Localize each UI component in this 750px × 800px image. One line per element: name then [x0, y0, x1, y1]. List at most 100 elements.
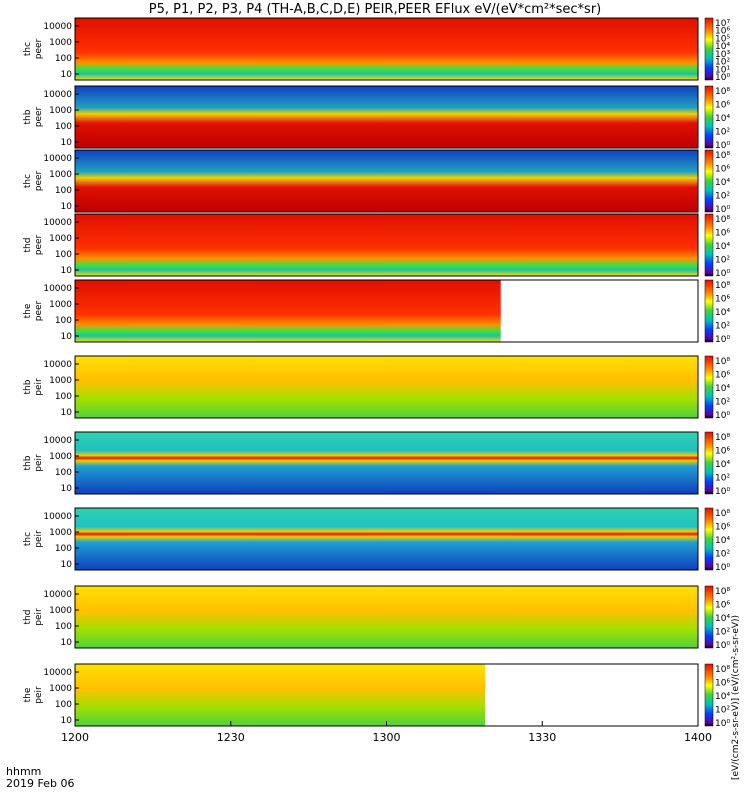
colorbar-tick-label: 10⁶ [715, 27, 730, 37]
colorbar-tick-label: 10² [715, 256, 730, 266]
y-tick-label: 100 [55, 250, 72, 260]
colorbar-tick-label: 10⁶ [715, 371, 730, 381]
colorbar-tick-label: 10⁴ [715, 114, 730, 124]
panel-label-line: peir [34, 454, 44, 472]
colorbar-title: [eV/(cm2-s-sr-eV)] (eV/(cm²-s-sr-eV)) [731, 614, 741, 780]
colorbar-tick-label: 10⁰ [715, 73, 730, 83]
colorbar-tick-label: 10² [715, 128, 730, 138]
y-tick-label: 100 [55, 700, 72, 710]
panel-frame [74, 213, 699, 277]
colorbar-tick-label: 10² [715, 550, 730, 560]
x-tick-label: 1400 [684, 731, 712, 744]
panel-label: thcpeir [23, 530, 44, 548]
y-tick-label: 10000 [43, 360, 72, 370]
y-tick-label: 100 [55, 316, 72, 326]
spectrogram-image [75, 664, 486, 726]
panel-label: thepeer [23, 300, 44, 321]
y-tick-label: 10000 [43, 284, 72, 294]
colorbar-tick-label: 10⁴ [715, 536, 730, 546]
panel-label-line: thd [23, 610, 33, 625]
x-tick-label: 1300 [373, 731, 401, 744]
spectrogram-image [75, 214, 698, 276]
colorbar [704, 85, 714, 149]
panel-label-line: peer [34, 38, 44, 59]
colorbar-tick-label: 10⁶ [715, 295, 730, 305]
colorbar-tick-label: 10⁰ [715, 205, 730, 215]
y-tick-label: 100 [55, 54, 72, 64]
panel-label-line: the [23, 687, 33, 702]
colorbar-tick-label: 10² [715, 192, 730, 202]
panel-label-line: peer [34, 170, 44, 191]
y-tick-label: 10000 [43, 436, 72, 446]
y-tick-label: 100 [55, 468, 72, 478]
colorbar [704, 149, 714, 213]
y-tick-label: 1000 [49, 684, 72, 694]
y-tick-label: 1000 [49, 606, 72, 616]
colorbar-tick-label: 10⁰ [715, 141, 730, 151]
colorbar-tick-label: 10⁸ [715, 665, 730, 675]
colorbar [704, 585, 714, 649]
panel-frame [74, 585, 699, 649]
colorbar-tick-label: 10⁸ [715, 87, 730, 97]
panel-label: thcpeer [23, 38, 44, 59]
colorbar-tick-label: 10⁴ [715, 42, 730, 52]
colorbar-tick-label: 10² [715, 628, 730, 638]
panel-frame [74, 507, 699, 571]
colorbar [704, 355, 714, 419]
spectrogram-image [75, 18, 698, 80]
y-tick-label: 1000 [49, 528, 72, 538]
y-tick-label: 10000 [43, 218, 72, 228]
y-tick-label: 100 [55, 392, 72, 402]
y-tick-label: 100 [55, 122, 72, 132]
spectrogram-image [75, 280, 501, 342]
colorbar-tick-label: 10⁴ [715, 614, 730, 624]
y-tick-label: 1000 [49, 38, 72, 48]
colorbar-tick-label: 10⁰ [715, 269, 730, 279]
y-tick-label: 10 [61, 484, 73, 494]
colorbar [704, 663, 714, 727]
colorbar-tick-label: 10¹ [715, 65, 730, 75]
panel-label-line: peer [34, 106, 44, 127]
y-tick-label: 10 [61, 70, 73, 80]
y-tick-label: 10000 [43, 90, 72, 100]
y-tick-label: 100 [55, 544, 72, 554]
y-tick-label: 1000 [49, 106, 72, 116]
x-tick-label: 1200 [61, 731, 89, 744]
panel-label-line: peir [34, 686, 44, 704]
panel-label-line: thc [23, 42, 33, 56]
colorbar-tick-label: 10⁴ [715, 692, 730, 702]
colorbar-tick-label: 10⁴ [715, 178, 730, 188]
colorbar-tick-label: 10⁶ [715, 523, 730, 533]
y-tick-label: 10 [61, 332, 73, 342]
colorbar-tick-label: 10³ [715, 50, 730, 60]
colorbar-tick-label: 10⁷ [715, 19, 730, 29]
y-tick-label: 100 [55, 186, 72, 196]
colorbar-tick-label: 10⁴ [715, 308, 730, 318]
y-tick-label: 10 [61, 266, 73, 276]
panel-label: thbpeir [23, 454, 44, 472]
colorbar-tick-label: 10⁵ [715, 34, 730, 44]
colorbar-tick-label: 10⁸ [715, 151, 730, 161]
panel-label: thcpeer [23, 170, 44, 191]
y-tick-label: 10000 [43, 668, 72, 678]
colorbar-tick-label: 10² [715, 322, 730, 332]
colorbar-tick-label: 10² [715, 706, 730, 716]
colorbar-tick-label: 10⁰ [715, 563, 730, 573]
x-tick-label: 1230 [217, 731, 245, 744]
panel-label-line: peir [34, 530, 44, 548]
panel-label-line: thb [23, 379, 33, 394]
panel-label-line: the [23, 303, 33, 318]
colorbar-tick-label: 10⁸ [715, 509, 730, 519]
y-tick-label: 10 [61, 716, 73, 726]
y-tick-label: 10000 [43, 22, 72, 32]
colorbar-tick-label: 10⁰ [715, 719, 730, 729]
panel-label-line: peer [34, 300, 44, 321]
colorbar-tick-label: 10² [715, 58, 730, 68]
y-tick-label: 10000 [43, 590, 72, 600]
x-tick-label: 1330 [528, 731, 556, 744]
panel-label-line: thb [23, 455, 33, 470]
colorbar-tick-label: 10⁶ [715, 679, 730, 689]
panel-frame [74, 431, 699, 495]
chart-title: P5, P1, P2, P3, P4 (TH-A,B,C,D,E) PEIR,P… [148, 2, 602, 17]
panel-label-line: peir [34, 378, 44, 396]
